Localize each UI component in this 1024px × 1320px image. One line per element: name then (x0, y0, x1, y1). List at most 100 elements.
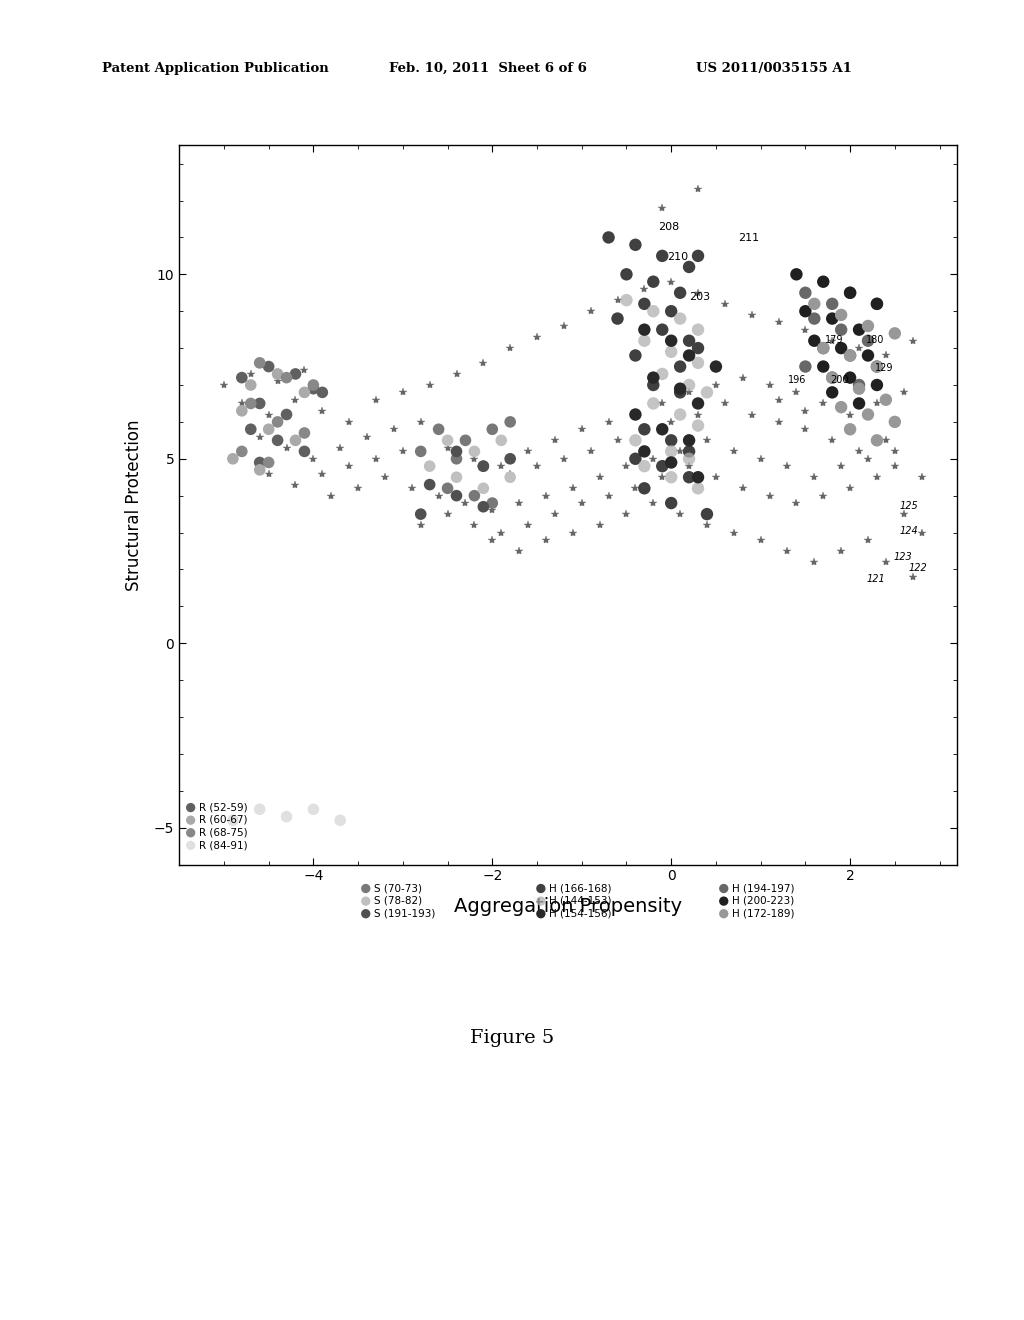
Text: 125: 125 (899, 500, 919, 511)
Point (663, 301, 679, 322)
Point (833, 396, 849, 417)
Point (663, 330, 679, 351)
Point (618, 289, 635, 310)
X-axis label: Aggregation Propensity: Aggregation Propensity (455, 898, 682, 916)
Point (305, 378, 322, 399)
Point (690, 352, 707, 374)
Point (681, 330, 697, 351)
Point (296, 381, 312, 403)
Point (681, 430, 697, 451)
Point (422, 474, 438, 495)
Point (824, 308, 841, 329)
Text: 211: 211 (738, 234, 760, 243)
Point (600, 227, 616, 248)
Point (797, 301, 813, 322)
Point (654, 319, 671, 341)
Point (654, 455, 671, 477)
Point (252, 459, 268, 480)
Point (806, 308, 822, 329)
Point (842, 282, 858, 304)
Point (269, 430, 286, 451)
Point (645, 393, 662, 414)
Point (502, 467, 518, 488)
Point (413, 441, 429, 462)
Text: 122: 122 (908, 564, 927, 573)
Point (252, 393, 268, 414)
Point (681, 345, 697, 366)
Point (439, 430, 456, 451)
Point (806, 293, 822, 314)
Point (645, 271, 662, 292)
Point (475, 496, 492, 517)
Point (860, 315, 877, 337)
Point (458, 430, 474, 451)
Point (224, 449, 241, 470)
Point (860, 345, 877, 366)
Point (645, 301, 662, 322)
Text: 210: 210 (667, 252, 688, 261)
Point (690, 338, 707, 359)
Text: 196: 196 (787, 375, 806, 385)
Point (851, 378, 867, 399)
Point (868, 430, 885, 451)
Point (628, 404, 644, 425)
Point (654, 246, 671, 267)
Point (422, 455, 438, 477)
Point (868, 293, 885, 314)
Point (449, 467, 465, 488)
Point (636, 418, 652, 440)
Text: 179: 179 (825, 334, 844, 345)
Point (288, 363, 304, 384)
Point (851, 393, 867, 414)
Point (851, 319, 867, 341)
Point (681, 467, 697, 488)
Point (851, 375, 867, 396)
Text: Figure 5: Figure 5 (470, 1028, 554, 1047)
Point (663, 430, 679, 451)
Point (698, 503, 715, 524)
Point (842, 282, 858, 304)
Point (824, 293, 841, 314)
Point (449, 441, 465, 462)
Point (618, 264, 635, 285)
Point (797, 282, 813, 304)
Point (645, 367, 662, 388)
Point (672, 381, 688, 403)
Point (430, 418, 446, 440)
Point (887, 323, 903, 345)
Point (493, 430, 509, 451)
Text: 129: 129 (876, 363, 894, 374)
Point (279, 404, 295, 425)
Point (314, 381, 331, 403)
Point (269, 412, 286, 433)
Point (681, 449, 697, 470)
Point (475, 455, 492, 477)
Text: 208: 208 (657, 222, 679, 232)
Point (233, 400, 250, 421)
Text: 121: 121 (866, 574, 885, 585)
Point (824, 381, 841, 403)
Point (860, 404, 877, 425)
Point (628, 234, 644, 255)
Point (690, 393, 707, 414)
Point (868, 375, 885, 396)
Point (663, 492, 679, 513)
Point (332, 809, 348, 830)
Point (698, 381, 715, 403)
Point (672, 356, 688, 378)
Text: 123: 123 (893, 552, 911, 562)
Point (288, 430, 304, 451)
Text: Patent Application Publication: Patent Application Publication (102, 62, 329, 75)
Point (466, 441, 482, 462)
Point (233, 367, 250, 388)
Point (663, 451, 679, 473)
Point (243, 393, 259, 414)
Point (628, 449, 644, 470)
Point (466, 486, 482, 507)
Point (708, 356, 724, 378)
Point (413, 503, 429, 524)
Point (636, 478, 652, 499)
Point (636, 330, 652, 351)
Point (269, 363, 286, 384)
Point (681, 375, 697, 396)
